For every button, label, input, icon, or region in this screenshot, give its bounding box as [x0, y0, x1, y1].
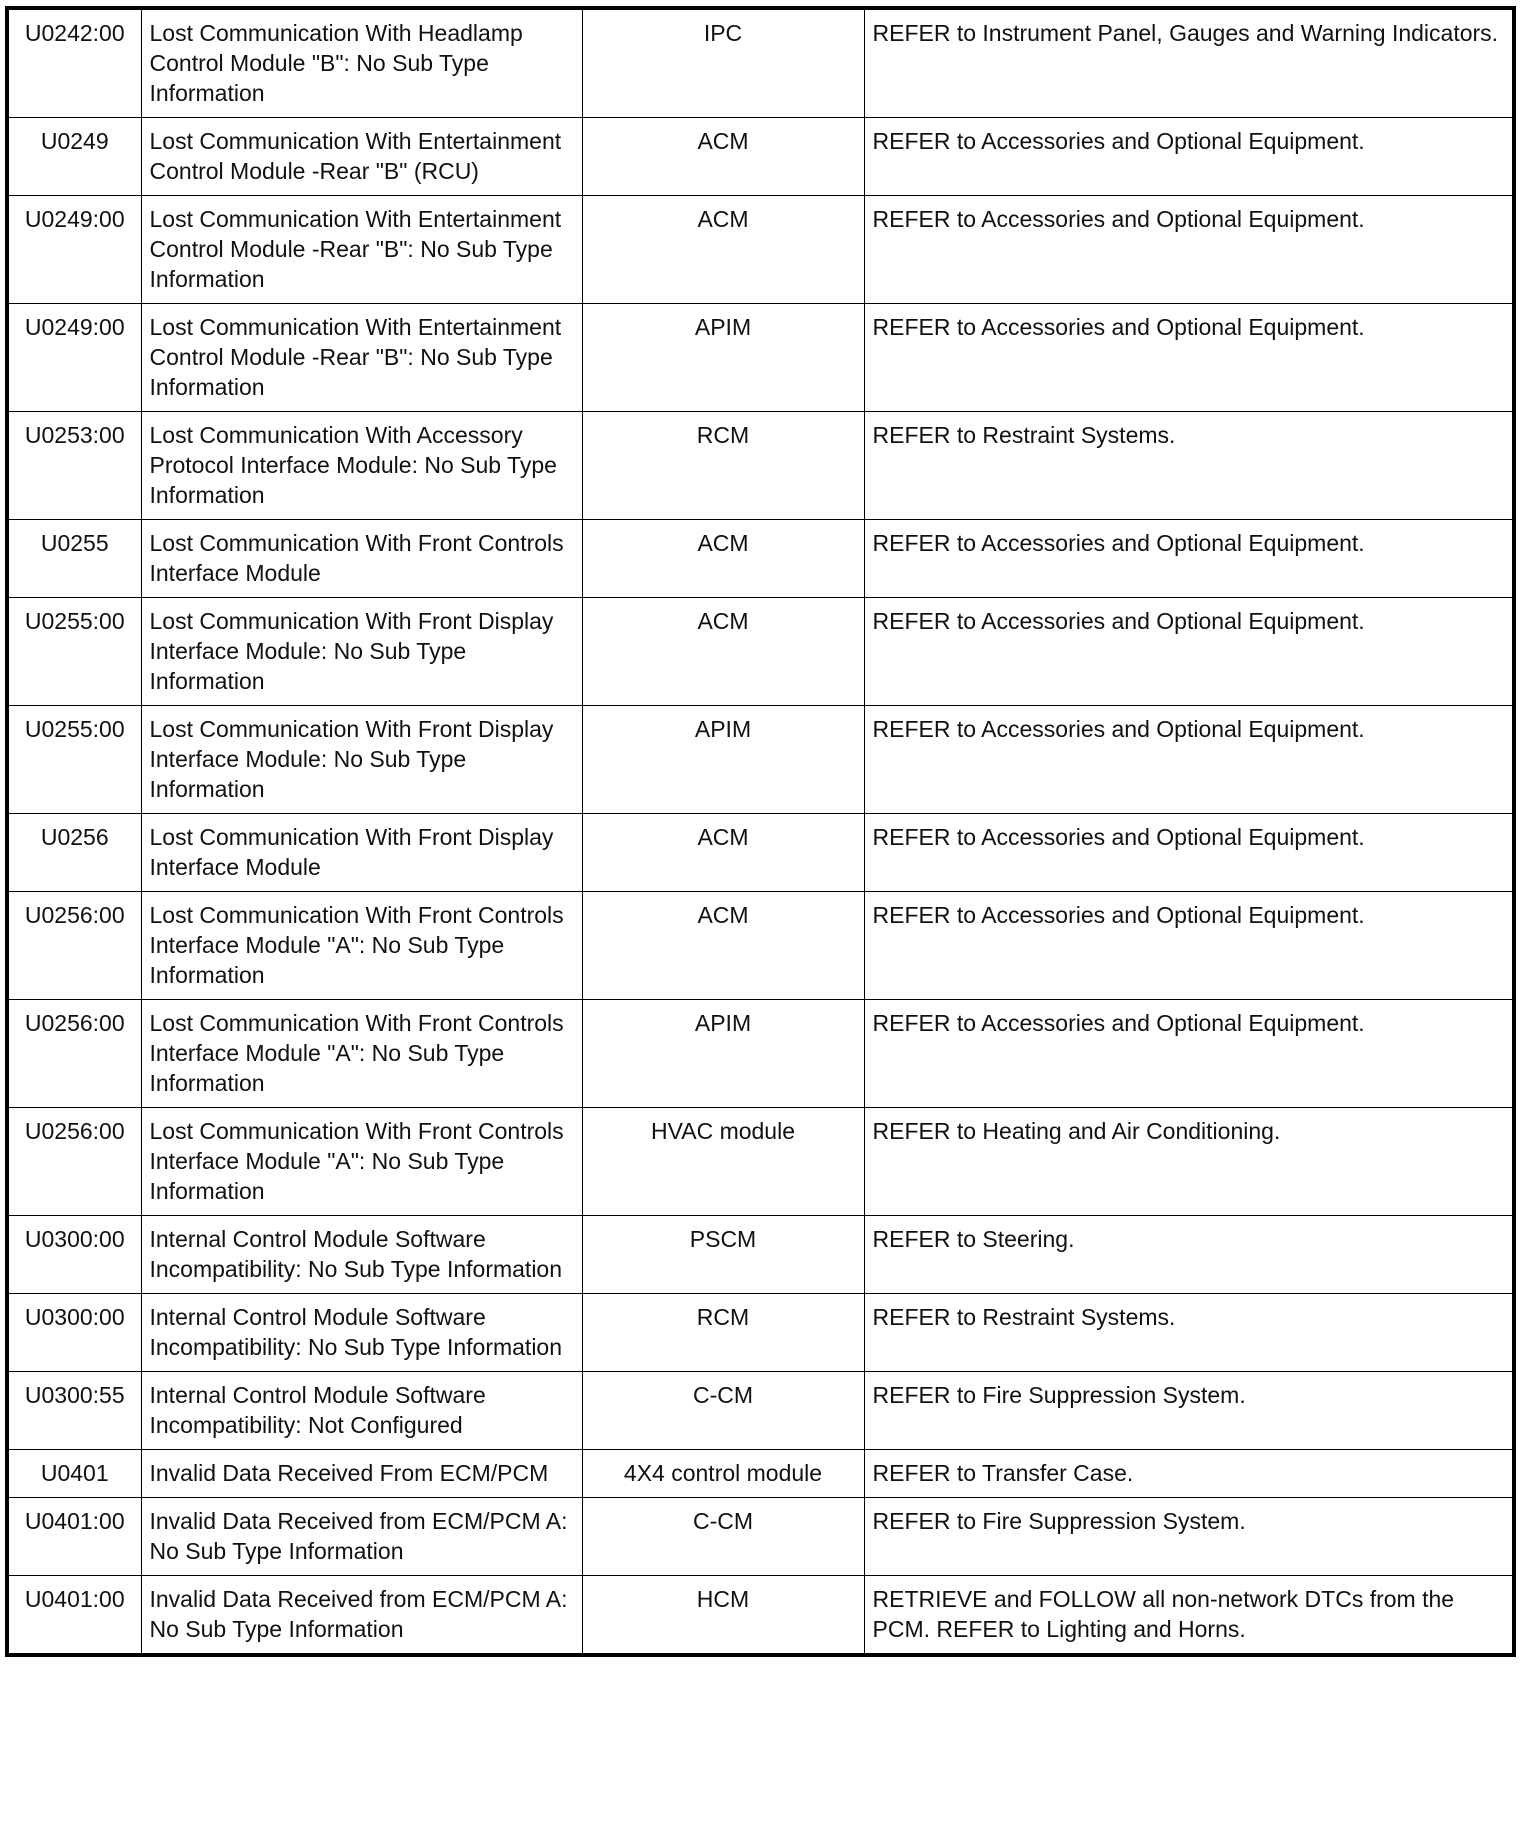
- dtc-code-cell: U0300:00: [6, 1215, 142, 1294]
- action-cell: RETRIEVE and FOLLOW all non-network DTCs…: [863, 1575, 1515, 1656]
- table-row: U0256:00 Lost Communication With Front Co…: [6, 1107, 1515, 1216]
- action-cell: REFER to Restraint Systems.: [863, 411, 1515, 520]
- description-cell: Internal Control Module Software Incompa…: [140, 1371, 583, 1450]
- module-cell: PSCM: [581, 1215, 865, 1294]
- description-cell: Invalid Data Received from ECM/PCM A: No…: [140, 1497, 583, 1576]
- description-cell: Lost Communication With Front Controls I…: [140, 999, 583, 1108]
- dtc-code-cell: U0256:00: [6, 891, 142, 1000]
- table-row: U0401:00 Invalid Data Received from ECM/P…: [6, 1575, 1515, 1656]
- dtc-code-cell: U0401:00: [6, 1575, 142, 1656]
- dtc-code-cell: U0249: [6, 117, 142, 196]
- dtc-code-cell: U0255:00: [6, 597, 142, 706]
- action-cell: REFER to Accessories and Optional Equipm…: [863, 117, 1515, 196]
- table-row: U0255:00 Lost Communication With Front Di…: [6, 597, 1515, 706]
- description-cell: Lost Communication With Front Controls I…: [140, 1107, 583, 1216]
- module-cell: IPC: [581, 7, 865, 118]
- module-cell: APIM: [581, 999, 865, 1108]
- module-cell: RCM: [581, 411, 865, 520]
- action-cell: REFER to Accessories and Optional Equipm…: [863, 597, 1515, 706]
- description-cell: Lost Communication With Accessory Protoc…: [140, 411, 583, 520]
- dtc-code-cell: U0401: [6, 1449, 142, 1498]
- table-row: U0256 Lost Communication With Front Displ…: [6, 813, 1515, 892]
- action-cell: REFER to Accessories and Optional Equipm…: [863, 195, 1515, 304]
- action-cell: REFER to Accessories and Optional Equipm…: [863, 303, 1515, 412]
- description-cell: Invalid Data Received from ECM/PCM A: No…: [140, 1575, 583, 1656]
- table-row: U0401 Invalid Data Received From ECM/PCM 4…: [6, 1449, 1515, 1498]
- dtc-code-cell: U0249:00: [6, 303, 142, 412]
- dtc-code-cell: U0300:00: [6, 1293, 142, 1372]
- module-cell: HVAC module: [581, 1107, 865, 1216]
- dtc-code-cell: U0256: [6, 813, 142, 892]
- module-cell: ACM: [581, 195, 865, 304]
- table-row: U0401:00 Invalid Data Received from ECM/P…: [6, 1497, 1515, 1576]
- module-cell: C-CM: [581, 1497, 865, 1576]
- module-cell: ACM: [581, 519, 865, 598]
- module-cell: HCM: [581, 1575, 865, 1656]
- action-cell: REFER to Heating and Air Conditioning.: [863, 1107, 1515, 1216]
- dtc-table-body: U0242:00 Lost Communication With Headlamp…: [6, 7, 1515, 1656]
- table-row: U0255:00 Lost Communication With Front Di…: [6, 705, 1515, 814]
- dtc-code-cell: U0256:00: [6, 999, 142, 1108]
- action-cell: REFER to Transfer Case.: [863, 1449, 1515, 1498]
- description-cell: Lost Communication With Front Controls I…: [140, 891, 583, 1000]
- action-cell: REFER to Accessories and Optional Equipm…: [863, 519, 1515, 598]
- module-cell: ACM: [581, 597, 865, 706]
- dtc-code-cell: U0255: [6, 519, 142, 598]
- module-cell: RCM: [581, 1293, 865, 1372]
- table-row: U0256:00 Lost Communication With Front Co…: [6, 891, 1515, 1000]
- description-cell: Lost Communication With Front Controls I…: [140, 519, 583, 598]
- action-cell: REFER to Fire Suppression System.: [863, 1371, 1515, 1450]
- action-cell: REFER to Fire Suppression System.: [863, 1497, 1515, 1576]
- dtc-code-cell: U0253:00: [6, 411, 142, 520]
- action-cell: REFER to Instrument Panel, Gauges and Wa…: [863, 7, 1515, 118]
- module-cell: 4X4 control module: [581, 1449, 865, 1498]
- module-cell: ACM: [581, 117, 865, 196]
- table-row: U0300:55 Internal Control Module Software…: [6, 1371, 1515, 1450]
- table-row: U0253:00 Lost Communication With Accessor…: [6, 411, 1515, 520]
- table-row: U0255 Lost Communication With Front Contr…: [6, 519, 1515, 598]
- dtc-table: U0242:00 Lost Communication With Headlamp…: [5, 6, 1516, 1657]
- action-cell: REFER to Accessories and Optional Equipm…: [863, 705, 1515, 814]
- dtc-code-cell: U0401:00: [6, 1497, 142, 1576]
- dtc-code-cell: U0256:00: [6, 1107, 142, 1216]
- module-cell: ACM: [581, 891, 865, 1000]
- table-row: U0249:00 Lost Communication With Entertai…: [6, 195, 1515, 304]
- dtc-code-cell: U0242:00: [6, 7, 142, 118]
- description-cell: Internal Control Module Software Incompa…: [140, 1293, 583, 1372]
- module-cell: C-CM: [581, 1371, 865, 1450]
- description-cell: Lost Communication With Front Display In…: [140, 705, 583, 814]
- table-row: U0242:00 Lost Communication With Headlamp…: [6, 7, 1515, 118]
- module-cell: APIM: [581, 705, 865, 814]
- action-cell: REFER to Accessories and Optional Equipm…: [863, 891, 1515, 1000]
- table-row: U0256:00 Lost Communication With Front Co…: [6, 999, 1515, 1108]
- table-row: U0300:00 Internal Control Module Software…: [6, 1215, 1515, 1294]
- dtc-code-cell: U0300:55: [6, 1371, 142, 1450]
- description-cell: Lost Communication With Front Display In…: [140, 813, 583, 892]
- description-cell: Lost Communication With Entertainment Co…: [140, 195, 583, 304]
- description-cell: Lost Communication With Headlamp Control…: [140, 7, 583, 118]
- module-cell: ACM: [581, 813, 865, 892]
- dtc-code-cell: U0255:00: [6, 705, 142, 814]
- description-cell: Lost Communication With Front Display In…: [140, 597, 583, 706]
- table-row: U0300:00 Internal Control Module Software…: [6, 1293, 1515, 1372]
- action-cell: REFER to Restraint Systems.: [863, 1293, 1515, 1372]
- table-row: U0249:00 Lost Communication With Entertai…: [6, 303, 1515, 412]
- description-cell: Invalid Data Received From ECM/PCM: [140, 1449, 583, 1498]
- description-cell: Lost Communication With Entertainment Co…: [140, 303, 583, 412]
- action-cell: REFER to Accessories and Optional Equipm…: [863, 813, 1515, 892]
- action-cell: REFER to Accessories and Optional Equipm…: [863, 999, 1515, 1108]
- module-cell: APIM: [581, 303, 865, 412]
- dtc-code-cell: U0249:00: [6, 195, 142, 304]
- action-cell: REFER to Steering.: [863, 1215, 1515, 1294]
- table-row: U0249 Lost Communication With Entertainme…: [6, 117, 1515, 196]
- description-cell: Internal Control Module Software Incompa…: [140, 1215, 583, 1294]
- description-cell: Lost Communication With Entertainment Co…: [140, 117, 583, 196]
